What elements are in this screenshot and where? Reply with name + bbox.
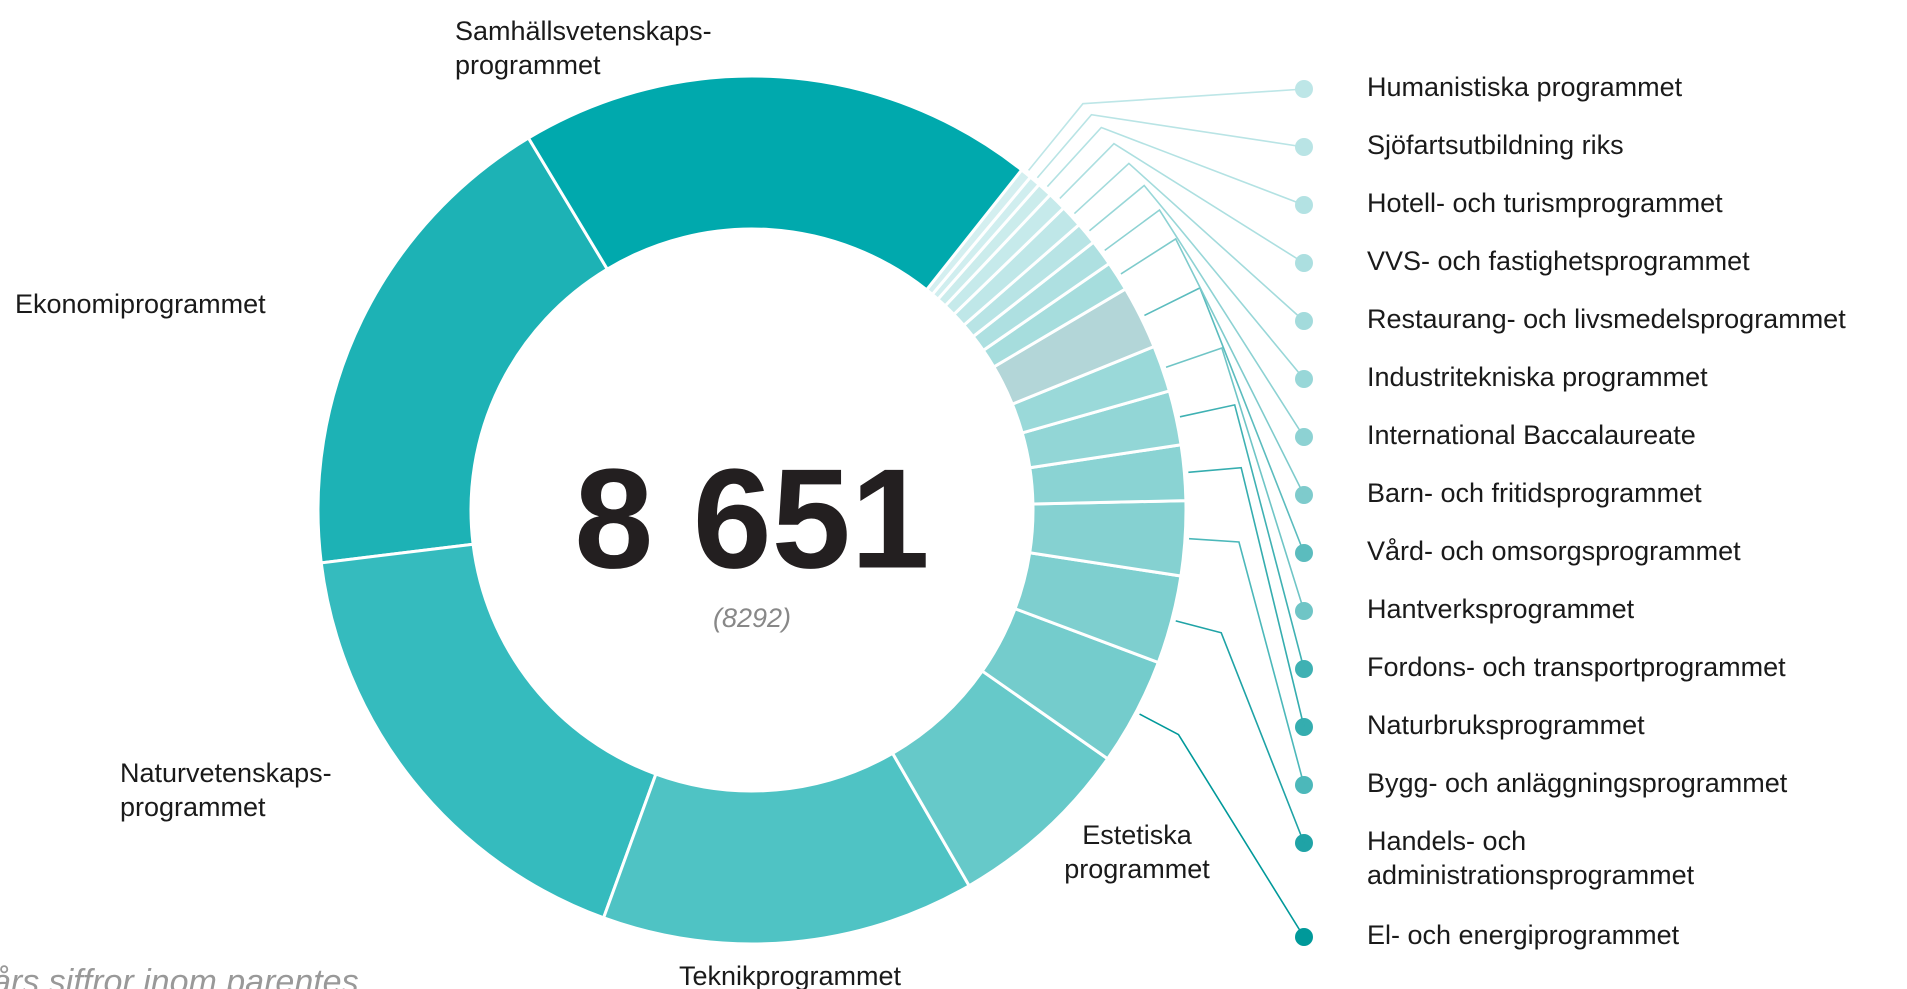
segment-label: Ekonomiprogrammet	[15, 289, 266, 319]
donut-segment	[1028, 499, 1188, 578]
segment-label: Naturvetenskaps-programmet	[120, 758, 332, 822]
leader-line	[1120, 237, 1305, 496]
donut-segment	[1028, 443, 1188, 506]
donut-segment	[601, 751, 972, 946]
leader-line	[1073, 162, 1305, 322]
legend-label: El- och energiprogrammet	[1367, 920, 1680, 950]
leader-line	[1036, 113, 1305, 179]
segment-label: Teknikprogrammet	[679, 961, 902, 989]
legend-label: Hantverksprogrammet	[1367, 594, 1635, 624]
leader-line	[1139, 713, 1305, 938]
donut-segment	[991, 286, 1156, 407]
leader-line	[1088, 184, 1305, 380]
leader-line	[1059, 142, 1305, 264]
donut-segment	[1013, 551, 1183, 665]
segment-label: Estetiska programmet	[1064, 820, 1210, 884]
leader-line	[1104, 208, 1305, 438]
legend-label: Sjöfartsutbildning riks	[1367, 130, 1624, 160]
leader-line	[1027, 88, 1305, 171]
leader-line	[1165, 346, 1305, 612]
donut-segment	[526, 74, 1024, 292]
legend-label: Naturbruksprogrammet	[1367, 710, 1645, 740]
leader-line	[1188, 466, 1305, 728]
legend-label: Restaurang- och livsmedelsprogrammet	[1367, 304, 1846, 334]
leader-line	[1189, 537, 1305, 786]
donut-segment	[1010, 344, 1172, 435]
legend-label: Handels- och administrationsprogrammet	[1367, 826, 1695, 890]
legend-label: International Baccalaureate	[1367, 420, 1696, 450]
legend-label: Industritekniska programmet	[1367, 362, 1708, 392]
leader-line	[1175, 620, 1305, 844]
legend-label: Bygg- och anläggningsprogrammet	[1367, 768, 1788, 798]
legend-label: Humanistiska programmet	[1367, 72, 1683, 102]
legend-label: Vård- och omsorgsprogrammet	[1367, 536, 1741, 566]
center-total: 8 651	[574, 440, 929, 599]
legend-label: Fordons- och transportprogrammet	[1367, 652, 1786, 682]
donut-segment	[316, 135, 610, 565]
donut-segment	[1020, 389, 1183, 470]
donut-segment	[319, 542, 658, 920]
legend-label: Hotell- och turismprogrammet	[1367, 188, 1723, 218]
legend-label: Barn- och fritidsprogrammet	[1367, 478, 1702, 508]
donut-segment	[890, 668, 1110, 888]
donut-segment	[981, 261, 1128, 369]
footnote: års siffror inom parentes	[0, 963, 359, 989]
center-previous: (8292)	[713, 603, 791, 633]
leader-line	[1046, 126, 1305, 206]
segment-label: Samhällsvetenskaps-programmet	[455, 16, 712, 80]
leader-line	[1179, 403, 1305, 670]
legend-label: VVS- och fastighetsprogrammet	[1367, 246, 1750, 276]
